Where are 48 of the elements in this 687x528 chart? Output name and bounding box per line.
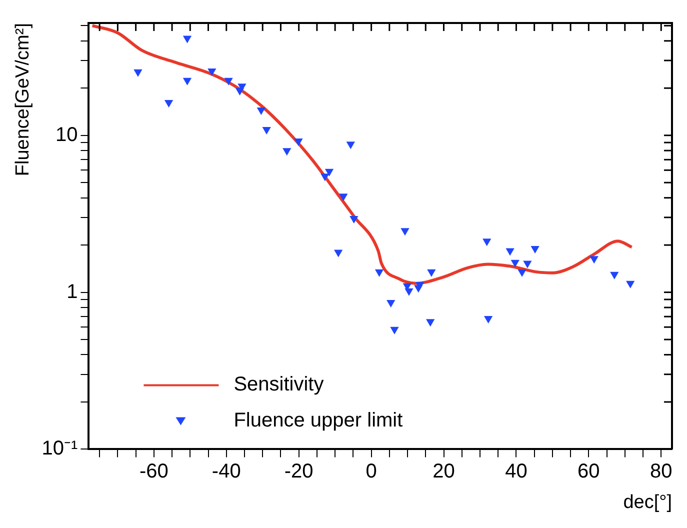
point <box>294 138 303 146</box>
x-tick-label: 40 <box>505 460 528 483</box>
point <box>610 272 619 280</box>
point <box>626 280 635 288</box>
point <box>510 260 520 268</box>
point <box>404 288 414 296</box>
x-tick-label: 20 <box>432 460 455 483</box>
point <box>334 250 343 258</box>
point <box>530 246 540 254</box>
point <box>482 238 492 246</box>
point <box>523 260 532 268</box>
point <box>224 78 233 86</box>
x-tick-label: -40 <box>212 460 241 483</box>
x-axis-title: dec[°] <box>623 492 672 513</box>
x-tick-label: -60 <box>139 460 168 483</box>
point <box>164 100 174 108</box>
point <box>590 256 598 264</box>
point <box>182 78 192 86</box>
point <box>518 269 526 277</box>
point <box>134 69 142 77</box>
legend-label: Fluence upper limit <box>234 410 404 432</box>
point <box>374 269 384 277</box>
point <box>320 174 330 182</box>
x-tick-label: -20 <box>284 460 314 483</box>
point <box>484 316 493 324</box>
x-tick-label: 60 <box>578 460 600 483</box>
point <box>182 36 192 44</box>
point <box>256 108 266 116</box>
point <box>324 168 334 176</box>
point <box>426 319 435 327</box>
y-tick-label: 10⁻¹ <box>42 438 78 460</box>
point <box>390 326 399 334</box>
x-tick-label: 80 <box>650 460 672 483</box>
point <box>346 142 355 150</box>
point <box>427 269 436 277</box>
point <box>208 68 216 76</box>
legend-label: Sensitivity <box>234 374 324 396</box>
point <box>262 126 271 134</box>
point <box>339 194 348 202</box>
point <box>386 300 396 308</box>
point <box>282 148 292 156</box>
y-axis-title: Fluence[GeV/cm²] <box>12 23 34 176</box>
point <box>506 248 514 256</box>
y-tick-label: 1 <box>66 280 78 303</box>
y-tick-label: 10 <box>55 124 78 146</box>
point <box>350 216 358 224</box>
x-tick-label: 0 <box>366 460 377 483</box>
point <box>400 228 410 236</box>
